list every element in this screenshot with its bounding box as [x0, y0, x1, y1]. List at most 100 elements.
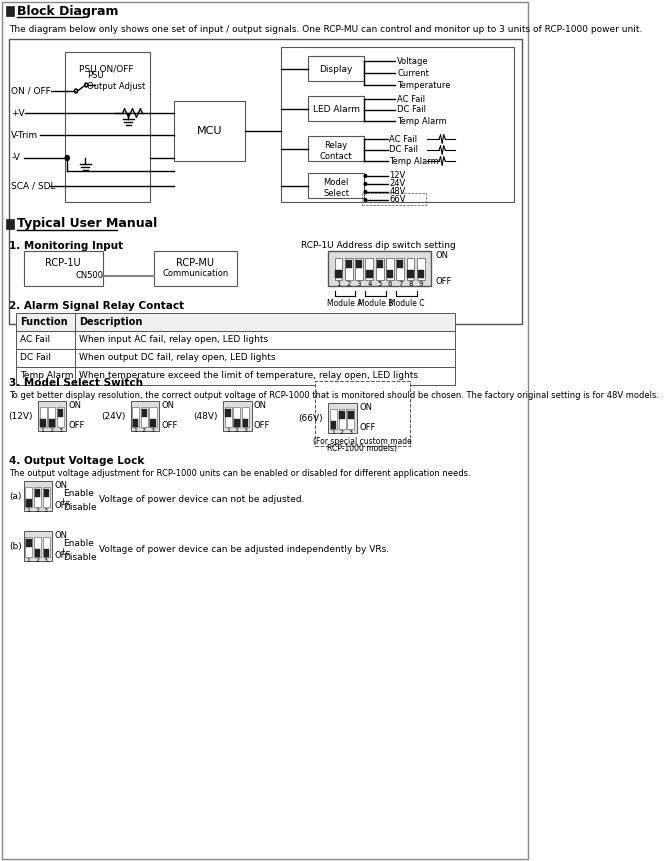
Text: RCP-1U Address dip switch setting: RCP-1U Address dip switch setting — [301, 241, 456, 251]
Text: 2: 2 — [346, 281, 351, 287]
Text: 2: 2 — [50, 428, 54, 432]
Text: Module C: Module C — [389, 299, 424, 307]
Text: 2: 2 — [36, 558, 39, 562]
FancyBboxPatch shape — [48, 407, 56, 427]
FancyBboxPatch shape — [150, 419, 156, 427]
Text: DC Fail: DC Fail — [389, 146, 418, 154]
Text: AC Fail: AC Fail — [20, 336, 50, 344]
Text: 2: 2 — [142, 428, 146, 432]
Text: Voltage of power device can be adjusted independently by VRs.: Voltage of power device can be adjusted … — [99, 546, 389, 554]
Text: Model
Select: Model Select — [323, 178, 349, 198]
FancyBboxPatch shape — [328, 403, 356, 433]
Text: When input AC fail, relay open, LED lights: When input AC fail, relay open, LED ligh… — [79, 336, 268, 344]
FancyBboxPatch shape — [330, 409, 337, 429]
Text: Module B: Module B — [358, 299, 393, 307]
FancyBboxPatch shape — [133, 419, 139, 427]
FancyBboxPatch shape — [345, 258, 353, 280]
Text: Description: Description — [79, 317, 143, 327]
Text: AC Fail: AC Fail — [389, 134, 417, 144]
Text: OFF: OFF — [161, 422, 178, 430]
FancyBboxPatch shape — [34, 487, 41, 507]
FancyBboxPatch shape — [149, 407, 157, 427]
Text: Display: Display — [320, 65, 353, 73]
Text: OFF: OFF — [359, 424, 375, 432]
Text: 1: 1 — [336, 281, 341, 287]
FancyBboxPatch shape — [141, 409, 147, 417]
Text: 5: 5 — [377, 281, 382, 287]
Text: 3: 3 — [151, 428, 155, 432]
Text: 8: 8 — [408, 281, 413, 287]
FancyBboxPatch shape — [43, 487, 50, 507]
FancyBboxPatch shape — [308, 173, 364, 198]
FancyBboxPatch shape — [9, 39, 522, 324]
FancyBboxPatch shape — [44, 549, 49, 557]
Text: ON: ON — [254, 401, 267, 411]
Text: 2: 2 — [36, 507, 39, 512]
FancyBboxPatch shape — [224, 407, 232, 427]
FancyBboxPatch shape — [407, 258, 415, 280]
Text: ON: ON — [54, 481, 68, 491]
FancyBboxPatch shape — [308, 136, 364, 161]
FancyBboxPatch shape — [44, 489, 49, 497]
FancyBboxPatch shape — [6, 6, 14, 16]
FancyBboxPatch shape — [355, 258, 363, 280]
Text: 1: 1 — [226, 428, 230, 432]
FancyBboxPatch shape — [281, 47, 514, 202]
FancyBboxPatch shape — [336, 270, 342, 278]
Text: (a): (a) — [9, 492, 22, 500]
FancyBboxPatch shape — [25, 487, 32, 507]
Circle shape — [364, 175, 366, 177]
FancyBboxPatch shape — [386, 258, 394, 280]
FancyBboxPatch shape — [23, 251, 103, 286]
FancyBboxPatch shape — [132, 407, 139, 427]
FancyBboxPatch shape — [49, 419, 54, 427]
FancyBboxPatch shape — [23, 481, 52, 511]
FancyBboxPatch shape — [26, 499, 31, 507]
Text: OFF: OFF — [54, 552, 71, 561]
Text: ON: ON — [69, 401, 82, 411]
Text: V-Trim: V-Trim — [11, 131, 38, 139]
Text: PSU
Output Adjust: PSU Output Adjust — [87, 71, 145, 90]
FancyBboxPatch shape — [417, 258, 425, 280]
Text: Function: Function — [20, 317, 68, 327]
Text: 1: 1 — [27, 558, 30, 562]
Text: PSU ON/OFF: PSU ON/OFF — [79, 65, 133, 73]
Text: -V: -V — [11, 153, 20, 163]
FancyBboxPatch shape — [377, 260, 383, 268]
Text: 3: 3 — [44, 507, 48, 512]
FancyBboxPatch shape — [376, 258, 384, 280]
FancyBboxPatch shape — [16, 349, 455, 367]
FancyBboxPatch shape — [16, 367, 455, 385]
Text: Voltage of power device can not be adjusted.: Voltage of power device can not be adjus… — [99, 495, 304, 505]
Text: Relay
Contact: Relay Contact — [320, 141, 352, 161]
Text: (12V): (12V) — [8, 412, 33, 420]
Text: 1. Monitoring Input: 1. Monitoring Input — [9, 241, 124, 251]
FancyBboxPatch shape — [330, 421, 336, 429]
Text: Module A: Module A — [327, 299, 362, 307]
Text: 3: 3 — [348, 430, 352, 435]
Circle shape — [364, 190, 366, 194]
Text: Disable: Disable — [63, 503, 97, 511]
FancyBboxPatch shape — [417, 270, 424, 278]
FancyBboxPatch shape — [16, 313, 455, 331]
FancyBboxPatch shape — [387, 270, 393, 278]
Text: Communication: Communication — [162, 269, 228, 278]
Text: Enable: Enable — [63, 538, 94, 548]
FancyBboxPatch shape — [315, 381, 410, 446]
Text: When output DC fail, relay open, LED lights: When output DC fail, relay open, LED lig… — [79, 354, 275, 362]
Text: 2: 2 — [340, 430, 344, 435]
Text: Disable: Disable — [63, 553, 97, 561]
Text: 3. Model Select Switch: 3. Model Select Switch — [9, 378, 143, 388]
Text: ON: ON — [54, 531, 68, 541]
Text: ON: ON — [435, 251, 448, 261]
Text: Current: Current — [397, 69, 429, 77]
Text: Temp Alarm: Temp Alarm — [397, 116, 447, 126]
FancyBboxPatch shape — [234, 419, 240, 427]
FancyBboxPatch shape — [223, 401, 251, 431]
Text: 66V: 66V — [389, 195, 405, 205]
FancyBboxPatch shape — [339, 411, 345, 419]
FancyBboxPatch shape — [25, 537, 32, 557]
Text: OFF: OFF — [254, 422, 270, 430]
Text: The output voltage adjustment for RCP-1000 units can be enabled or disabled for : The output voltage adjustment for RCP-10… — [9, 468, 471, 478]
Text: RCP-1U: RCP-1U — [46, 258, 81, 268]
